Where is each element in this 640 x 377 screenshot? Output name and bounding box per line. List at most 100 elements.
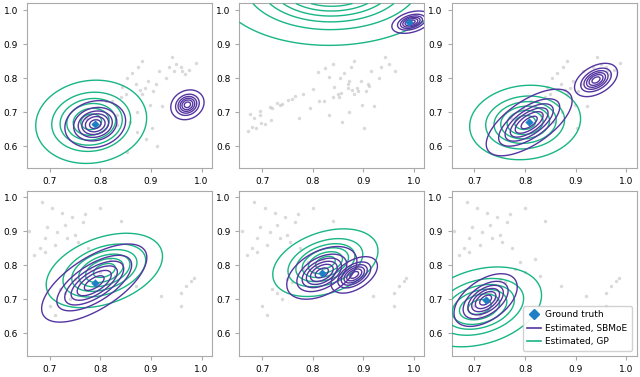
Point [500, 279, 510, 285]
Point [292, 211, 303, 218]
Point [247, 245, 257, 251]
Point [570, 102, 580, 108]
Point [243, 128, 253, 134]
Point [328, 94, 338, 100]
Point [552, 70, 562, 76]
Point [252, 235, 262, 241]
Point [115, 218, 125, 224]
Point [356, 78, 366, 84]
Point [50, 242, 60, 248]
Point [601, 303, 611, 309]
Point [568, 78, 579, 84]
Point [349, 90, 359, 97]
Point [275, 234, 285, 241]
Point [469, 303, 479, 309]
Point [143, 78, 154, 84]
Point [353, 88, 364, 94]
Point [376, 64, 386, 70]
Point [559, 87, 570, 93]
Point [593, 69, 604, 75]
Point [290, 93, 300, 99]
Point [324, 112, 334, 118]
Point [190, 60, 200, 66]
Point [349, 58, 359, 64]
Point [592, 54, 602, 60]
Point [24, 228, 35, 234]
Point [255, 112, 265, 118]
Point [561, 58, 572, 64]
Point [122, 75, 132, 81]
Point [609, 67, 619, 73]
Point [313, 69, 323, 75]
Point [122, 149, 132, 155]
Point [40, 250, 50, 256]
Point [549, 119, 559, 125]
Point [328, 218, 338, 224]
Point [127, 70, 137, 76]
Point [35, 245, 45, 251]
Point [343, 86, 353, 92]
Point [508, 245, 518, 251]
Point [90, 280, 100, 286]
Point [250, 115, 260, 121]
Point [60, 290, 70, 296]
Point [45, 303, 55, 309]
Point [561, 90, 572, 97]
Point [308, 269, 318, 275]
Point [42, 224, 52, 230]
Point [272, 222, 282, 228]
Legend: Ground truth, Estimated, SBMoE, Estimated, GP: Ground truth, Estimated, SBMoE, Estimate… [523, 306, 632, 351]
Point [366, 69, 376, 75]
Point [388, 290, 399, 296]
Point [262, 242, 272, 248]
Point [369, 293, 379, 299]
Point [576, 81, 586, 87]
Point [132, 129, 142, 135]
Point [141, 136, 151, 142]
Point [242, 252, 252, 258]
Point [272, 100, 282, 106]
Point [152, 143, 162, 149]
Point [580, 293, 591, 299]
Point [335, 75, 345, 81]
Point [83, 245, 93, 251]
Point [37, 199, 47, 205]
Point [287, 279, 298, 285]
Point [601, 290, 611, 296]
Point [255, 224, 265, 230]
Point [484, 222, 495, 228]
Point [335, 90, 346, 96]
Point [364, 81, 374, 87]
Point [540, 218, 550, 224]
Point [364, 83, 374, 89]
Point [373, 75, 383, 81]
Point [547, 75, 557, 81]
Point [484, 290, 495, 296]
Point [272, 290, 282, 296]
Point [526, 98, 536, 104]
Point [247, 124, 257, 130]
Point [245, 111, 255, 117]
Point [388, 303, 399, 309]
Point [502, 219, 513, 225]
Point [111, 112, 122, 118]
Point [596, 61, 606, 67]
Point [250, 199, 260, 205]
Point [479, 286, 490, 292]
Point [147, 124, 157, 130]
Point [323, 273, 333, 279]
Point [578, 69, 588, 75]
Point [383, 61, 394, 67]
Point [252, 250, 262, 256]
Point [110, 273, 120, 279]
Point [295, 245, 305, 251]
Point [287, 96, 298, 102]
Point [520, 269, 530, 275]
Point [290, 219, 300, 225]
Point [277, 101, 287, 107]
Point [542, 84, 552, 90]
Point [177, 68, 188, 74]
Point [464, 250, 474, 256]
Point [344, 78, 355, 84]
Point [176, 64, 186, 70]
